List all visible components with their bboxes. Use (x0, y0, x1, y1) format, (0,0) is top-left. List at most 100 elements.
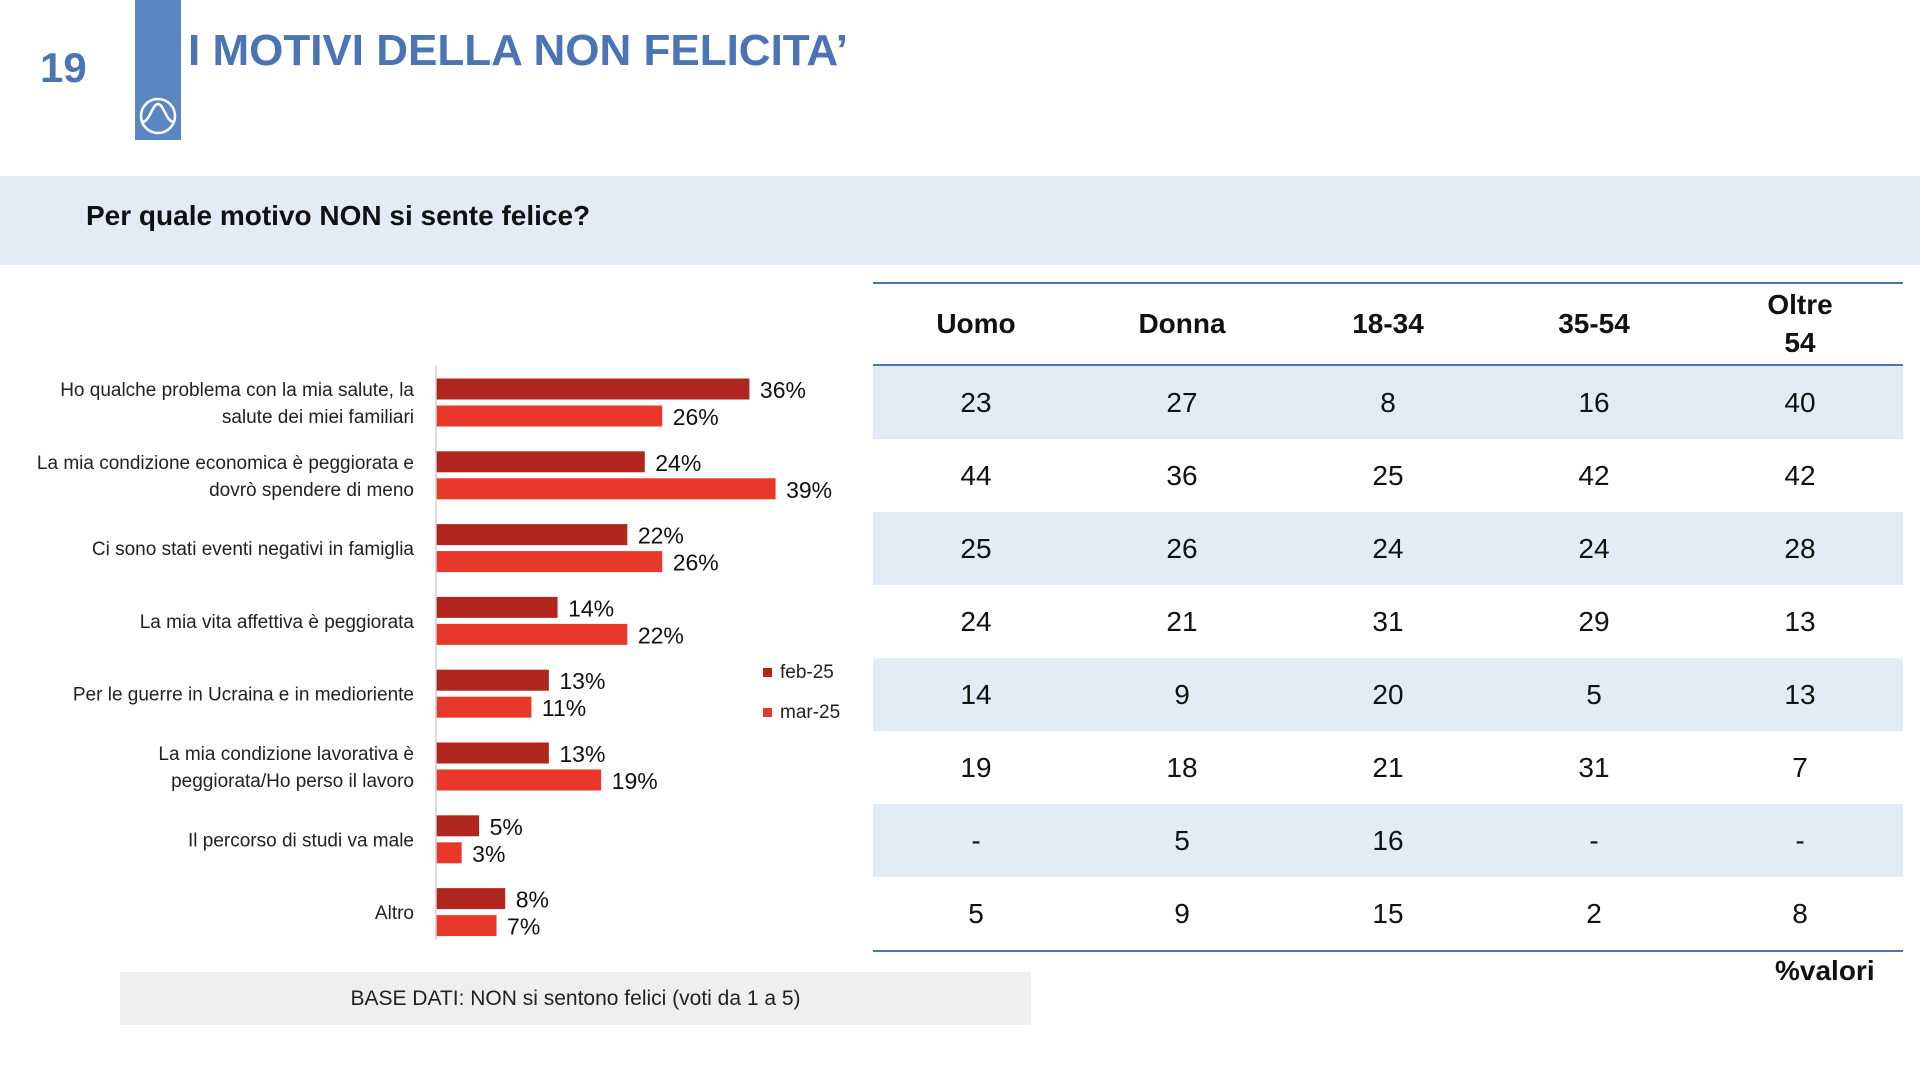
category-label-line: peggiorata/Ho perso il lavoro (171, 771, 414, 792)
table-cell: 19 (960, 751, 992, 783)
table-cell: 25 (873, 512, 1079, 585)
table-cell: 2 (1491, 877, 1697, 952)
data-label-mar-25: 22% (638, 622, 684, 648)
bar-mar-25 (435, 695, 533, 719)
table-cell: 13 (1784, 605, 1816, 637)
column-header: Uomo (873, 282, 1079, 366)
breakdown-table-grid: Uomo Donna 18-34 35-54 Oltre 54 23 27 8 16 40 44 36… (873, 282, 1903, 952)
page-number: 19 (40, 44, 87, 91)
bar-feb-25 (435, 595, 559, 619)
table-cell: 24 (1491, 512, 1697, 585)
page-title: I MOTIVI DELLA NON FELICITA’ (188, 26, 848, 75)
data-label-feb-25: 13% (559, 741, 605, 767)
table-row: 44 36 25 42 42 (873, 439, 1903, 512)
data-label-mar-25: 19% (612, 768, 658, 794)
table-cell: 24 (960, 605, 992, 637)
table-cell: 13 (1697, 658, 1903, 731)
bar-feb-25 (435, 450, 646, 474)
table-row: 24 21 31 29 13 (873, 585, 1903, 658)
table-cell: 9 (1079, 877, 1285, 952)
table-cell: 5 (1491, 658, 1697, 731)
category-label-line: dovrò spendere di meno (209, 480, 414, 501)
legend-swatch-mar-25 (763, 708, 772, 717)
category-label-line: La mia vita affettiva è peggiorata (140, 612, 415, 633)
unit-note: %valori (1775, 955, 1875, 986)
column-header: 18-34 (1285, 282, 1491, 366)
category-label-line: Ci sono stati eventi negativi in famigli… (92, 539, 415, 560)
data-label-mar-25: 3% (472, 841, 505, 867)
base-note-box: BASE DATI: NON si sentono felici (voti d… (120, 972, 1031, 1025)
table-cell: 15 (1285, 877, 1491, 952)
table-cell: 44 (960, 459, 992, 491)
data-label-mar-25: 39% (786, 477, 832, 503)
data-label-feb-25: 22% (638, 523, 684, 549)
bar-mar-25 (435, 404, 664, 428)
data-label-feb-25: 13% (559, 668, 605, 694)
column-header-line: 54 (1784, 327, 1816, 358)
category-label-line: La mia condizione economica è peggiorata… (37, 453, 414, 474)
bar-feb-25 (435, 377, 751, 401)
table-cell: 40 (1697, 365, 1903, 439)
column-header: 35-54 (1491, 282, 1697, 366)
table-cell: 42 (1784, 459, 1816, 491)
category-label-line: Altro (375, 903, 414, 924)
data-label-feb-25: 24% (655, 450, 701, 476)
table-cell: 31 (1578, 751, 1610, 783)
table-cell: - (1491, 804, 1697, 877)
data-label-feb-25: 5% (490, 814, 523, 840)
data-label-mar-25: 26% (673, 404, 719, 430)
category-label-line: Per le guerre in Ucraina e in mediorient… (73, 685, 414, 706)
table-row: 19 18 21 31 7 (873, 731, 1903, 804)
category-label-line: Il percorso di studi va male (188, 830, 414, 851)
legend-label-feb-25: feb-25 (780, 662, 834, 683)
table-cell: 23 (873, 365, 1079, 439)
table-row: -5 16- - (873, 804, 1903, 877)
data-label-mar-25: 11% (542, 695, 586, 721)
table-row: 14 9 20 5 13 (873, 658, 1903, 731)
bar-feb-25 (435, 887, 507, 911)
bar-mar-25 (435, 622, 629, 646)
category-label-line: Ho qualche problema con la mia salute, l… (60, 380, 414, 401)
question-band: Per quale motivo NON si sente felice? (0, 176, 1920, 265)
data-label-mar-25: 7% (507, 914, 540, 940)
table-cell: 7 (1792, 751, 1808, 783)
category-label: Ho qualche problema con la mia salute, l… (60, 380, 414, 428)
bar-chart: Ho qualche problema con la mia salute, l… (37, 366, 840, 940)
bar-mar-25 (435, 841, 463, 865)
table-cell: 21 (1166, 605, 1198, 637)
table-cell: 18 (1166, 751, 1198, 783)
bar-feb-25 (435, 668, 550, 692)
table-cell: 8 (1697, 877, 1903, 952)
category-label: La mia condizione lavorativa è peggiorata… (158, 744, 414, 792)
breakdown-table: Uomo Donna 18-34 35-54 Oltre 54 23 27 8 16 40 44 36… (873, 282, 1903, 952)
data-label-mar-25: 26% (673, 550, 719, 576)
table-row: 23 27 8 16 40 (873, 365, 1903, 439)
bar-feb-25 (435, 523, 629, 547)
table-cell: 27 (1079, 365, 1285, 439)
table-cell: 16 (1491, 365, 1697, 439)
column-header: Donna (1079, 282, 1285, 366)
category-label: La mia vita affettiva è peggiorata (140, 612, 415, 633)
brand-logo-icon (139, 97, 177, 135)
bar-feb-25 (435, 814, 481, 838)
table-cell: 9 (1079, 658, 1285, 731)
bar-mar-25 (435, 550, 664, 574)
base-note-text: BASE DATI: NON si sentono felici (voti d… (350, 987, 801, 1010)
data-label-feb-25: 14% (568, 595, 614, 621)
bar-feb-25 (435, 741, 550, 765)
category-label-line: La mia condizione lavorativa è (158, 744, 414, 765)
column-header: Oltre 54 (1697, 282, 1903, 366)
table-cell: 26 (1079, 512, 1285, 585)
category-label: Per le guerre in Ucraina e in mediorient… (73, 685, 414, 706)
category-label: Ci sono stati eventi negativi in famigli… (92, 539, 415, 560)
table-cell: 36 (1166, 459, 1198, 491)
table-cell: 31 (1372, 605, 1404, 637)
table-cell: 29 (1578, 605, 1610, 637)
category-label: Altro (375, 903, 414, 924)
question-text: Per quale motivo NON si sente felice? (86, 200, 591, 231)
table-cell: 8 (1285, 365, 1491, 439)
logo-block (135, 0, 181, 140)
data-label-feb-25: 36% (760, 377, 806, 403)
category-label: La mia condizione economica è peggiorata… (37, 453, 414, 501)
table-header-row: Uomo Donna 18-34 35-54 Oltre 54 (873, 282, 1903, 366)
